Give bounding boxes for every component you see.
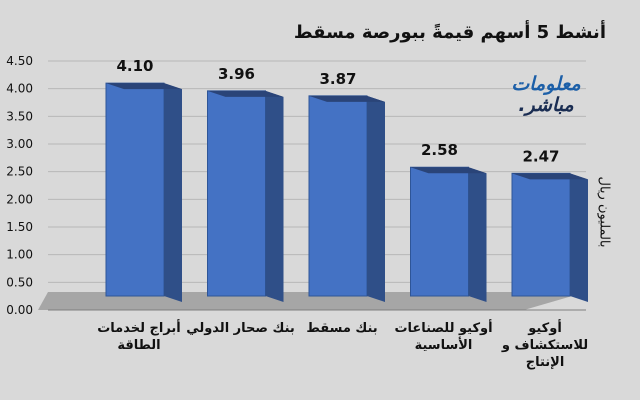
bar-value-label: 2.58 [421, 141, 458, 159]
bar [410, 166, 487, 302]
bar [207, 90, 284, 302]
y-tick-label: 0.50 [6, 275, 33, 289]
x-tick-label: أبراج لخدمات الطاقة [97, 321, 181, 353]
bar-side-face [468, 167, 487, 302]
y-tick-label: 1.00 [6, 248, 33, 262]
x-tick-label: بنك مسقط [306, 321, 378, 336]
bar-side-face [367, 95, 385, 302]
bar [105, 82, 182, 302]
chart-title: أنشط 5 أسهم قيمةً ببورصة مسقط [293, 22, 606, 43]
bar-front-face [105, 82, 165, 297]
y-axis-unit-label: بالمليون ريال [596, 176, 612, 248]
bar-value-label: 3.87 [319, 70, 356, 88]
bar [511, 172, 588, 302]
y-tick-label: 2.00 [6, 192, 33, 206]
bar-side-face [570, 173, 588, 302]
bar-top-face [106, 83, 182, 90]
bar-value-label: 4.10 [116, 57, 153, 75]
brand-logo: معلومات مباشر. [506, 74, 586, 116]
bar-side-face [164, 83, 182, 302]
bar-side-face [265, 90, 284, 302]
bar-front-face [308, 95, 368, 297]
y-tick-label: 3.00 [6, 137, 33, 151]
logo-line-2: مباشر. [518, 94, 574, 116]
y-tick-label: 2.50 [6, 165, 33, 179]
x-tick-label: بنك صحار الدولي [186, 321, 295, 336]
y-tick-label: 3.50 [6, 109, 33, 123]
x-tick-label: أوكيو للاستكشاف و الإنتاج [501, 321, 589, 370]
bar-top-face [512, 173, 588, 180]
bar [308, 95, 385, 302]
x-tick-label: أوكيو للصناعات الأساسية [394, 321, 493, 353]
logo-line-1: معلومات [511, 73, 581, 95]
bar-front-face [410, 166, 469, 297]
bar-value-label: 3.96 [218, 65, 255, 83]
y-tick-label: 0.00 [6, 303, 33, 317]
y-tick-label: 4.00 [6, 82, 33, 96]
bar-front-face [207, 90, 266, 297]
bar-top-face [410, 167, 487, 174]
bar-top-face [309, 95, 385, 102]
bar-front-face [511, 172, 571, 297]
y-tick-label: 1.50 [6, 220, 33, 234]
bar-value-label: 2.47 [522, 147, 559, 165]
y-tick-label: 4.50 [6, 54, 33, 68]
bar-top-face [207, 90, 284, 97]
